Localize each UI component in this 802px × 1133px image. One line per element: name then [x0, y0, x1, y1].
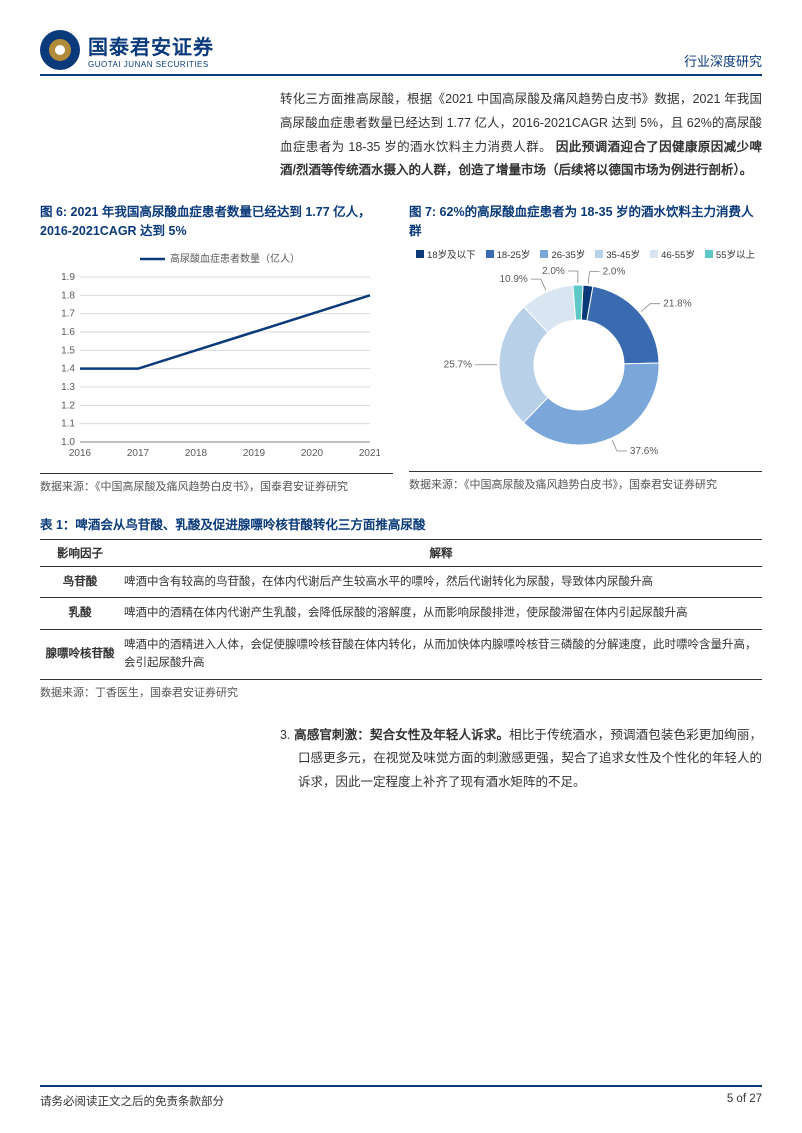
table-cell-factor: 乳酸	[40, 598, 120, 629]
svg-text:2.0%: 2.0%	[542, 266, 565, 277]
point-3: 3. 高感官刺激：契合女性及年轻人诉求。相比于传统酒水，预调酒包装色彩更加绚丽，…	[280, 724, 762, 795]
logo-text-en: GUOTAI JUNAN SECURITIES	[88, 60, 214, 69]
svg-text:2018: 2018	[185, 448, 208, 459]
svg-text:2020: 2020	[301, 448, 324, 459]
table-header: 解释	[120, 540, 762, 567]
table1: 影响因子解释 鸟苷酸啤酒中含有较高的鸟苷酸，在体内代谢后产生较高水平的嘌呤，然后…	[40, 539, 762, 680]
svg-text:2016: 2016	[69, 448, 92, 459]
table-cell-desc: 啤酒中含有较高的鸟苷酸，在体内代谢后产生较高水平的嘌呤，然后代谢转化为尿酸，导致…	[120, 567, 762, 598]
point3-num: 3.	[280, 728, 290, 742]
page-header: 国泰君安证券 GUOTAI JUNAN SECURITIES 行业深度研究	[40, 30, 762, 76]
fig6-source: 数据来源：《中国高尿酸及痛风趋势白皮书》，国泰君安证券研究	[40, 473, 393, 494]
table-cell-factor: 鸟苷酸	[40, 567, 120, 598]
fig7-legend: 18岁及以下18-25岁26-35岁35-45岁46-55岁55岁以上	[409, 247, 762, 261]
svg-text:2017: 2017	[127, 448, 150, 459]
logo-block: 国泰君安证券 GUOTAI JUNAN SECURITIES	[40, 30, 214, 70]
point3-bold: 高感官刺激：契合女性及年轻人诉求。	[294, 728, 509, 742]
table-row: 乳酸啤酒中的酒精在体内代谢产生乳酸，会降低尿酸的溶解度，从而影响尿酸排泄，使尿酸…	[40, 598, 762, 629]
logo-text-cn: 国泰君安证券	[88, 31, 214, 60]
intro-paragraph: 转化三方面推高尿酸，根据《2021 中国高尿酸及痛风趋势白皮书》数据，2021 …	[280, 88, 762, 183]
svg-text:2021: 2021	[359, 448, 380, 459]
fig6-title: 图 6: 2021 年我国高尿酸血症患者数量已经达到 1.77 亿人，2016-…	[40, 203, 393, 241]
page-footer: 请务必阅读正文之后的免责条款部分 5 of 27	[40, 1085, 762, 1109]
table1-title: 表 1：啤酒会从鸟苷酸、乳酸及促进腺嘌呤核苷酸转化三方面推高尿酸	[40, 514, 762, 533]
svg-text:2.0%: 2.0%	[603, 267, 626, 278]
fig6-chart: 1.0 1.1 1.2 1.3 1.4 1.5 1.6 1.7 1.8 1.9 2016 2017 20…	[40, 247, 393, 467]
fig7-title: 图 7: 62%的高尿酸血症患者为 18-35 岁的酒水饮料主力消费人群	[409, 203, 762, 241]
svg-text:21.8%: 21.8%	[663, 299, 691, 310]
svg-text:1.4: 1.4	[61, 364, 75, 375]
table-row: 腺嘌呤核苷酸啤酒中的酒精进入人体，会促使腺嘌呤核苷酸在体内转化，从而加快体内腺嘌…	[40, 629, 762, 679]
svg-text:1.6: 1.6	[61, 327, 75, 338]
table1-source: 数据来源：丁香医生，国泰君安证券研究	[40, 684, 762, 700]
table-header: 影响因子	[40, 540, 120, 567]
svg-text:1.8: 1.8	[61, 290, 75, 301]
table-cell-factor: 腺嘌呤核苷酸	[40, 629, 120, 679]
svg-text:25.7%: 25.7%	[444, 360, 472, 371]
svg-text:1.9: 1.9	[61, 272, 75, 283]
svg-text:10.9%: 10.9%	[499, 274, 527, 285]
svg-text:1.0: 1.0	[61, 437, 75, 448]
figure-row: 图 6: 2021 年我国高尿酸血症患者数量已经达到 1.77 亿人，2016-…	[40, 203, 762, 494]
footer-disclaimer: 请务必阅读正文之后的免责条款部分	[40, 1093, 224, 1109]
header-category: 行业深度研究	[684, 51, 762, 70]
svg-text:1.7: 1.7	[61, 309, 75, 320]
svg-text:1.5: 1.5	[61, 345, 75, 356]
svg-text:2019: 2019	[243, 448, 266, 459]
footer-pagenum: 5 of 27	[727, 1093, 762, 1109]
logo-icon	[40, 30, 80, 70]
fig7-chart: 18岁及以下18-25岁26-35岁35-45岁46-55岁55岁以上 2.0%…	[409, 247, 762, 465]
figure-6: 图 6: 2021 年我国高尿酸血症患者数量已经达到 1.77 亿人，2016-…	[40, 203, 393, 494]
table-cell-desc: 啤酒中的酒精进入人体，会促使腺嘌呤核苷酸在体内转化，从而加快体内腺嘌呤核苷三磷酸…	[120, 629, 762, 679]
svg-text:37.6%: 37.6%	[630, 446, 658, 457]
svg-text:1.2: 1.2	[61, 400, 75, 411]
table-row: 鸟苷酸啤酒中含有较高的鸟苷酸，在体内代谢后产生较高水平的嘌呤，然后代谢转化为尿酸…	[40, 567, 762, 598]
table-cell-desc: 啤酒中的酒精在体内代谢产生乳酸，会降低尿酸的溶解度，从而影响尿酸排泄，使尿酸滞留…	[120, 598, 762, 629]
figure-7: 图 7: 62%的高尿酸血症患者为 18-35 岁的酒水饮料主力消费人群 18岁…	[409, 203, 762, 494]
svg-text:1.1: 1.1	[61, 419, 75, 430]
fig7-source: 数据来源：《中国高尿酸及痛风趋势白皮书》，国泰君安证券研究	[409, 471, 762, 492]
svg-text:高尿酸血症患者数量（亿人）: 高尿酸血症患者数量（亿人）	[170, 252, 300, 265]
svg-text:1.3: 1.3	[61, 382, 75, 393]
